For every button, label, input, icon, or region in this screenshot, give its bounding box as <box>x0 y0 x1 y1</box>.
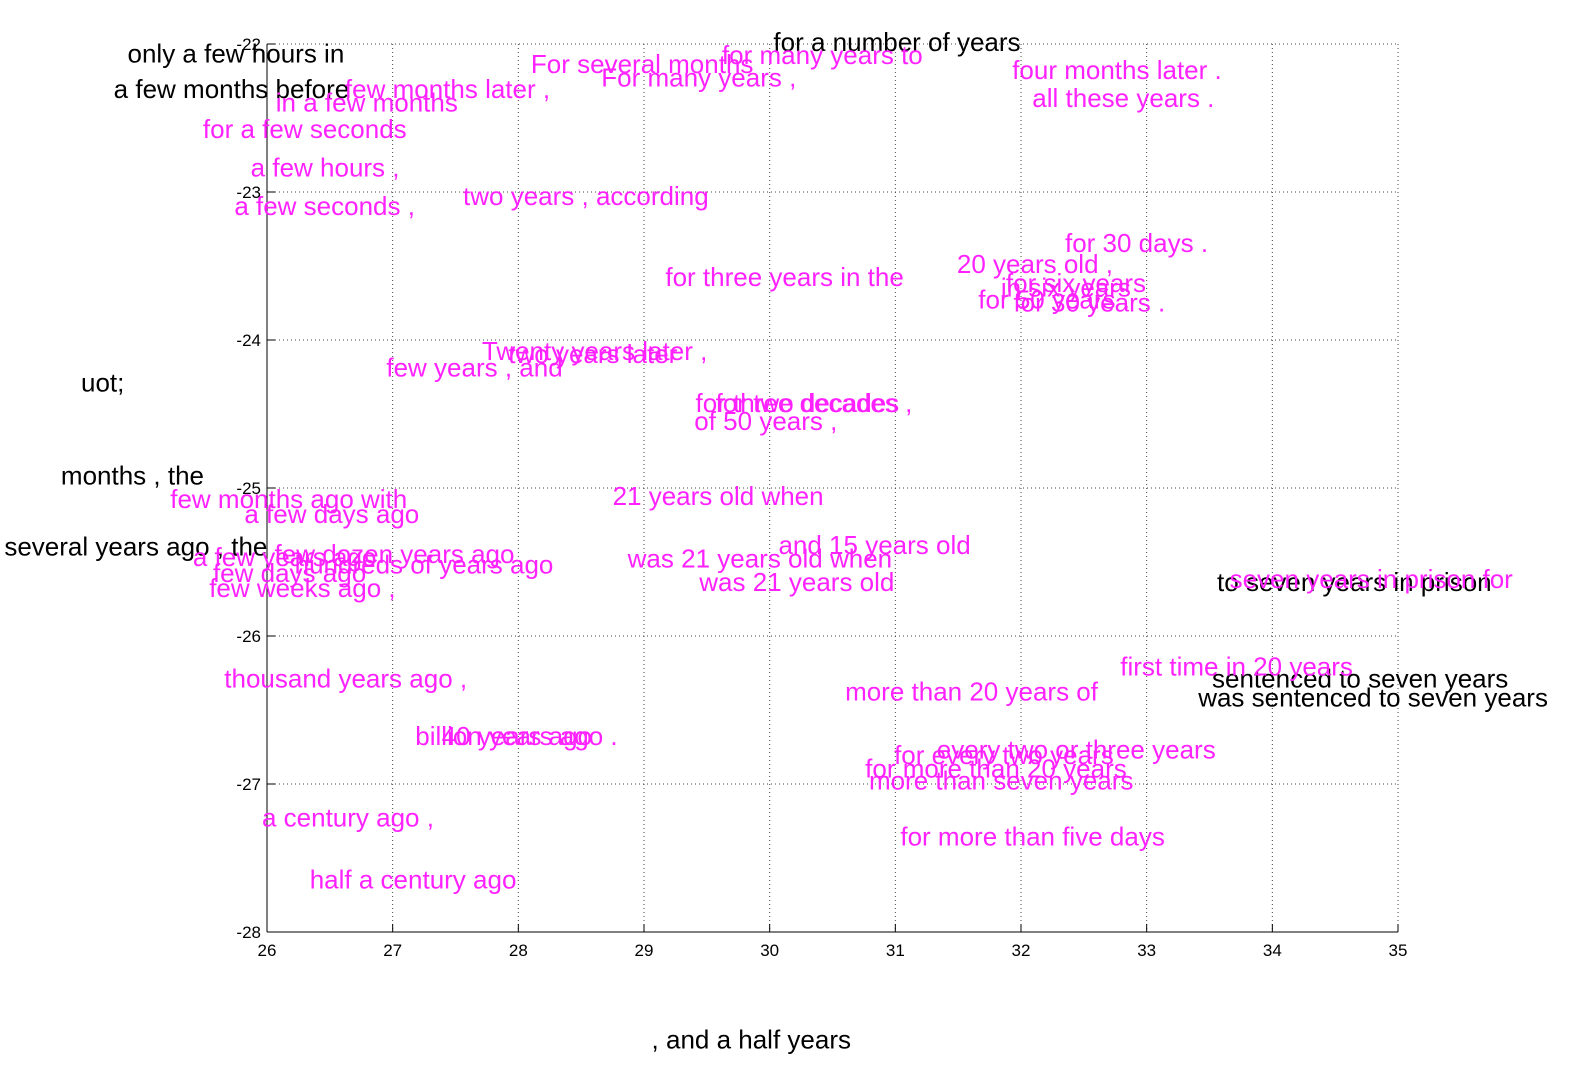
point-label: for three decades , <box>696 388 913 418</box>
point-label: several years ago , the <box>4 532 267 562</box>
point-label: few dozen years ago <box>275 539 515 569</box>
point-label: only a few hours in <box>128 39 345 69</box>
point-label: for a number of years <box>773 27 1020 57</box>
point-label: for six years <box>1006 268 1146 298</box>
point-label: thousand years ago , <box>224 663 467 693</box>
y-tick-label: -28 <box>236 923 261 942</box>
point-label: for 30 days . <box>1065 228 1208 258</box>
point-label: half a century ago <box>310 865 517 895</box>
point-label: was 21 years old when <box>627 543 892 573</box>
point-label: more than seven years <box>869 765 1133 795</box>
point-label: few weeks ago , <box>209 573 395 603</box>
x-tick-label: 35 <box>1389 941 1408 960</box>
x-tick-label: 33 <box>1137 941 1156 960</box>
point-label: for many years to <box>722 40 923 70</box>
point-label: billion years ago . <box>415 721 617 751</box>
point-label: two years , according <box>463 181 709 211</box>
x-tick-label: 34 <box>1263 941 1282 960</box>
point-label: two years later <box>508 339 677 369</box>
grid <box>266 43 1399 933</box>
point-label: a few months before <box>114 74 350 104</box>
point-label: uot; <box>81 367 124 397</box>
x-tick-label: 31 <box>886 941 905 960</box>
point-label: was sentenced to seven years <box>1197 683 1548 713</box>
y-tick-label: -22 <box>236 35 261 54</box>
y-tick-label: -23 <box>236 183 261 202</box>
y-tick-label: -25 <box>236 479 261 498</box>
y-tick-label: -26 <box>236 627 261 646</box>
point-label: , and a half years <box>652 1024 851 1054</box>
point-label: a few seconds , <box>234 191 415 221</box>
x-tick-label: 32 <box>1012 941 1031 960</box>
point-label: was 21 years old <box>698 567 894 597</box>
point-label: four months later . <box>1012 55 1222 85</box>
y-tick-label: -27 <box>236 775 261 794</box>
point-label: for more than five days <box>900 822 1164 852</box>
point-label: few years , and <box>386 352 562 382</box>
point-label: for every two years <box>894 740 1114 770</box>
axes: 26 27 28 29 30 31 32 33 34 35 -22 -23 -24 -25 -26 -27 -2… <box>236 35 1407 960</box>
point-label: hundreds of years ago <box>295 549 554 579</box>
point-label: for 50 years . <box>978 284 1130 314</box>
point-label: sentenced to seven years <box>1212 663 1508 693</box>
x-tick-label: 30 <box>760 941 779 960</box>
x-tick-label: 28 <box>509 941 528 960</box>
point-label: for two decades <box>716 388 900 418</box>
point-label: few months ago with <box>170 484 407 514</box>
point-label: a few hours , <box>251 153 400 183</box>
point-label: few days ago <box>213 558 366 588</box>
x-tick-label: 29 <box>635 941 654 960</box>
point-label: For many years , <box>601 62 796 92</box>
point-label: Twenty years later , <box>482 336 707 366</box>
point-label: a century ago , <box>262 802 434 832</box>
point-label: a few days ago <box>244 499 419 529</box>
point-label: and 15 years old <box>778 530 970 560</box>
point-label: For several months <box>531 49 754 79</box>
point-label: months , the <box>61 461 204 491</box>
points: only a few hours in a few months before fo… <box>4 27 1548 1055</box>
point-label: every two or three years <box>937 734 1216 764</box>
y-tick-label: -24 <box>236 331 261 350</box>
point-label: more than 20 years of <box>845 677 1099 707</box>
point-label: for 30 years . <box>1013 287 1165 317</box>
point-label: 21 years old when <box>613 481 824 511</box>
point-label: few months later , <box>345 74 550 104</box>
point-label: all these years . <box>1032 83 1214 113</box>
point-label: for more than 20 years <box>865 754 1127 784</box>
point-label: a few years ago <box>193 542 377 572</box>
point-label: for three years in the <box>665 262 903 292</box>
point-label: first time in 20 years <box>1120 651 1353 681</box>
point-label: in a few months <box>276 88 458 118</box>
x-tick-label: 26 <box>258 941 277 960</box>
point-label: seven years in prison for <box>1230 564 1514 594</box>
point-label: in six years <box>1001 273 1131 303</box>
point-label: 40 years ago <box>442 721 592 751</box>
point-label: to seven years in prison <box>1217 567 1492 597</box>
x-tick-label: 27 <box>383 941 402 960</box>
point-label: for a few seconds <box>203 114 407 144</box>
point-label: 20 years old , <box>957 249 1113 279</box>
point-label: of 50 years , <box>694 406 837 436</box>
